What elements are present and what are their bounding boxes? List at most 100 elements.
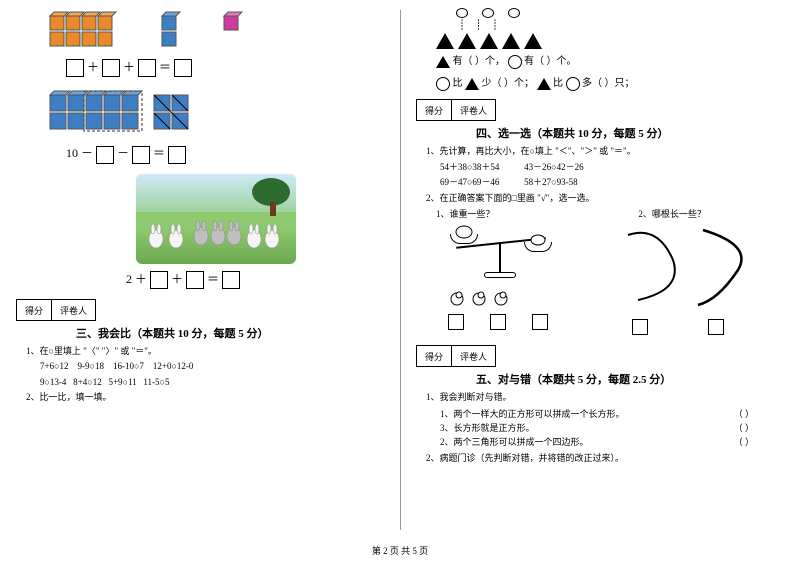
s3-q2: 2、比一比，填一填。 xyxy=(26,391,384,405)
triangle-icon xyxy=(524,33,542,49)
section-4-title: 四、选一选（本题共 10 分，每题 5 分） xyxy=(476,125,784,141)
text: 有（ ）个。 xyxy=(524,56,577,67)
s3-q1: 1、在○里填上 "〈" "〉" 或 "＝"。 xyxy=(26,345,384,359)
s4-q2: 2、在正确答案下面的□里画 "√"，选一选。 xyxy=(426,192,784,206)
s4-sub2: 2、哪根长一些？ xyxy=(638,207,784,220)
answer-boxes-left xyxy=(448,314,618,330)
rabbit-illustration xyxy=(136,174,296,264)
plus-sign: ＋ xyxy=(87,60,99,74)
blank-box[interactable] xyxy=(222,271,240,289)
rabbits-svg xyxy=(136,174,296,264)
triangle-icon xyxy=(502,33,520,49)
s3-items-1: 7+6○12 9-9○18 16-10○7 12+0○12-0 xyxy=(40,360,384,374)
triangle-icon xyxy=(436,33,454,49)
text: 有（ ）个， xyxy=(453,56,506,67)
blank-box[interactable] xyxy=(66,59,84,77)
balance-scale xyxy=(446,224,556,284)
text: 比 xyxy=(553,78,563,89)
triangles-row xyxy=(436,33,784,49)
equals-sign: ＝ xyxy=(159,60,171,74)
cube-magenta xyxy=(220,10,250,52)
tf-text: 2、两个三角形可以拼成一个四边形。 xyxy=(440,435,589,449)
tf-paren[interactable]: （ ） xyxy=(734,435,754,449)
triangle-icon xyxy=(458,33,476,49)
s4-sub1: 1、谁重一些？ xyxy=(436,207,618,220)
score-label: 得分 xyxy=(16,299,52,321)
page-footer: 第 2 页 共 5 页 xyxy=(0,540,800,557)
blank-box[interactable] xyxy=(168,146,186,164)
count-line-1: 有（ ）个， 有（ ）个。 xyxy=(436,53,784,71)
score-box-4: 得分 评卷人 xyxy=(416,99,784,121)
tf-text: 3、长方形就是正方形。 xyxy=(440,421,535,435)
curves-figure xyxy=(618,220,768,310)
chick-icon xyxy=(448,290,466,308)
score-label: 得分 xyxy=(416,345,452,367)
tf-row-2: 3、长方形就是正方形。 （ ） xyxy=(440,421,784,435)
text: 少（ ）个； xyxy=(482,78,535,89)
tf-paren[interactable]: （ ） xyxy=(734,421,754,435)
circle-icon xyxy=(508,55,522,69)
blank-box[interactable] xyxy=(132,146,150,164)
tf-text: 1、两个一样大的正方形可以拼成一个长方形。 xyxy=(440,407,625,421)
balance-animals xyxy=(446,224,556,284)
s5-q1: 1、我会判断对与错。 xyxy=(426,391,784,405)
dotted-lines: ┊ ┊ ┊ xyxy=(459,20,784,31)
s5-q2: 2、病题门诊（先判断对错，并将错的改正过来）。 xyxy=(426,452,784,466)
triangle-icon xyxy=(436,56,450,68)
text: 比 xyxy=(453,78,463,89)
score-box-5: 得分 评卷人 xyxy=(416,345,784,367)
answer-box[interactable] xyxy=(708,319,724,335)
answer-box[interactable] xyxy=(490,314,506,330)
circle-icon xyxy=(482,8,494,18)
section-3-title: 三、我会比（本题共 10 分，每题 5 分） xyxy=(76,325,384,341)
blank-box[interactable] xyxy=(186,271,204,289)
blank-box[interactable] xyxy=(96,146,114,164)
circle-icon xyxy=(456,8,468,18)
blank-box[interactable] xyxy=(102,59,120,77)
blank-box[interactable] xyxy=(174,59,192,77)
circle-icon xyxy=(566,77,580,91)
answer-box[interactable] xyxy=(532,314,548,330)
blank-box[interactable] xyxy=(138,59,156,77)
circles-row xyxy=(456,8,784,18)
score-label: 得分 xyxy=(416,99,452,121)
s4-row2: 69－47○69－46 58＋27○93-58 xyxy=(440,176,784,190)
cubes-orange-group xyxy=(46,10,156,52)
circle-icon xyxy=(436,77,450,91)
tf-row-3: 2、两个三角形可以拼成一个四边形。 （ ） xyxy=(440,435,784,449)
answer-box[interactable] xyxy=(448,314,464,330)
plus-sign: ＋ xyxy=(171,272,183,286)
triangle-icon xyxy=(537,78,551,90)
reviewer-label: 评卷人 xyxy=(51,299,96,321)
s4-q1: 1、先计算，再比大小，在○填上 "＜"、"＞" 或 "＝"。 xyxy=(426,145,784,159)
blank-box[interactable] xyxy=(150,271,168,289)
count-line-2: 比 少（ ）个； 比 多（ ）只； xyxy=(436,75,784,93)
score-box-3: 得分 评卷人 xyxy=(16,299,384,321)
eq2-prefix: 10 － xyxy=(66,146,93,160)
equals-sign: ＝ xyxy=(153,146,165,160)
chick-icon xyxy=(470,290,488,308)
equation-3: 2 ＋ ＋ ＝ xyxy=(126,270,384,289)
cubes-blue-ten xyxy=(46,87,256,135)
chick-icon xyxy=(492,290,510,308)
tf-paren[interactable]: （ ） xyxy=(734,407,754,421)
answer-box[interactable] xyxy=(632,319,648,335)
cube-figure-2 xyxy=(46,87,384,138)
reviewer-label: 评卷人 xyxy=(451,99,496,121)
reviewer-label: 评卷人 xyxy=(451,345,496,367)
answer-boxes-right xyxy=(632,319,784,335)
chicks-row xyxy=(448,290,618,308)
s3-items-2: 9○13-4 8+4○12 5+9○11 11-5○5 xyxy=(40,376,384,390)
eq3-prefix: 2 ＋ xyxy=(126,272,147,286)
right-column: ┊ ┊ ┊ 有（ ）个， 有（ ）个。 比 少（ ）个； 比 多（ ）只； xyxy=(400,0,800,540)
page-container: ＋ ＋ ＝ xyxy=(0,0,800,540)
equals-sign: ＝ xyxy=(207,272,219,286)
tf-row-1: 1、两个一样大的正方形可以拼成一个长方形。 （ ） xyxy=(440,407,784,421)
equation-2: 10 － － ＝ xyxy=(66,144,384,163)
equation-1: ＋ ＋ ＝ xyxy=(66,58,384,77)
cube-figure-1 xyxy=(46,10,384,52)
triangle-icon xyxy=(465,78,479,90)
left-column: ＋ ＋ ＝ xyxy=(0,0,400,540)
s4-row1: 54＋38○38＋54 43－26○42－26 xyxy=(440,161,784,175)
triangle-icon xyxy=(480,33,498,49)
